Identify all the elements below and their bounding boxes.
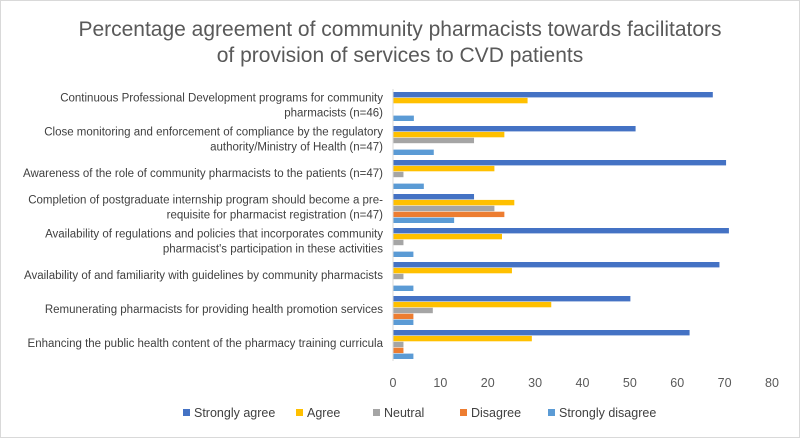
x-tick-label-30: 30: [528, 376, 542, 390]
bar-agree-7: [393, 335, 532, 342]
bar-agree-1: [393, 131, 505, 138]
bar-strongly-disagree-3: [393, 217, 455, 223]
chart-title-line-2: of provision of services to CVD patients: [216, 44, 584, 67]
bar-neutral-5: [393, 273, 404, 280]
category-label-5-line-0: Availability of and familiarity with gui…: [24, 270, 383, 282]
x-tick-label-70: 70: [718, 376, 732, 390]
legend-label-strongly-agree: Strongly agree: [194, 406, 275, 420]
legend-swatch-strongly-disagree: [548, 409, 555, 416]
bar-agree-3: [393, 199, 515, 206]
bar-agree-2: [393, 165, 495, 172]
x-tick-label-20: 20: [481, 376, 495, 390]
legend-swatch-neutral: [373, 409, 380, 416]
category-label-1-line-1: authority/Ministry of Health (n=47): [210, 142, 383, 154]
bar-disagree-6: [393, 313, 414, 320]
bar-strongly-disagree-1: [393, 149, 434, 155]
bar-neutral-2: [393, 171, 404, 178]
legend-swatch-strongly-agree: [183, 409, 190, 416]
category-label-0-line-0: Continuous Professional Development prog…: [60, 93, 383, 105]
bar-neutral-3: [393, 205, 495, 212]
bar-neutral-6: [393, 307, 433, 314]
bar-disagree-3: [393, 211, 505, 218]
x-tick-label-80: 80: [765, 376, 779, 390]
bar-agree-4: [393, 233, 502, 240]
category-label-3-line-1: requisite for pharmacist registration (n…: [167, 210, 384, 222]
bar-strongly-agree-7: [393, 330, 690, 336]
bar-group: [393, 92, 729, 359]
bar-strongly-agree-0: [393, 92, 713, 98]
legend-label-agree: Agree: [307, 406, 340, 420]
category-label-2-line-0: Awareness of the role of community pharm…: [23, 168, 383, 180]
x-tick-label-50: 50: [623, 376, 637, 390]
chart-title-line-1: Percentage agreement of community pharma…: [78, 18, 722, 41]
category-label-7-line-0: Enhancing the public health content of t…: [28, 338, 384, 350]
bar-strongly-agree-6: [393, 296, 631, 302]
bar-neutral-1: [393, 137, 475, 144]
x-tick-label-60: 60: [670, 376, 684, 390]
bar-strongly-agree-2: [393, 160, 727, 166]
bar-strongly-agree-3: [393, 194, 475, 200]
legend-label-disagree: Disagree: [471, 406, 521, 420]
category-label-0-line-1: pharmacists (n=46): [284, 108, 383, 120]
x-tick-label-40: 40: [576, 376, 590, 390]
bar-strongly-disagree-0: [393, 115, 414, 121]
category-label-6-line-0: Remunerating pharmacists for providing h…: [45, 304, 383, 316]
bar-agree-5: [393, 267, 512, 274]
category-label-4-line-1: pharmacist's participation in these acti…: [163, 244, 383, 256]
legend: Strongly agree Agree Neutral Disagree Strong…: [183, 406, 656, 420]
legend-label-neutral: Neutral: [384, 406, 424, 420]
bar-strongly-agree-5: [393, 262, 720, 268]
bar-strongly-disagree-7: [393, 353, 414, 359]
legend-swatch-disagree: [460, 409, 467, 416]
bar-strongly-agree-1: [393, 126, 636, 132]
bar-strongly-disagree-2: [393, 183, 424, 189]
bar-strongly-disagree-4: [393, 251, 414, 257]
bar-disagree-7: [393, 347, 404, 354]
bar-agree-0: [393, 97, 528, 104]
legend-label-strongly-disagree: Strongly disagree: [559, 406, 656, 420]
category-label-4-line-0: Availability of regulations and policies…: [45, 229, 383, 241]
bar-neutral-4: [393, 239, 404, 246]
bar-agree-6: [393, 301, 552, 308]
x-tick-label-10: 10: [433, 376, 447, 390]
bar-strongly-disagree-6: [393, 319, 414, 325]
category-labels: Continuous Professional Development prog…: [23, 93, 384, 351]
category-label-1-line-0: Close monitoring and enforcement of comp…: [44, 127, 383, 139]
bar-neutral-7: [393, 341, 404, 348]
bar-strongly-agree-4: [393, 228, 729, 234]
bar-strongly-disagree-5: [393, 285, 414, 291]
category-label-3-line-0: Completion of postgraduate internship pr…: [28, 195, 383, 207]
legend-swatch-agree: [296, 409, 303, 416]
value-axis-ticks: 0 10 20 30 40 50 60 70 80: [390, 376, 779, 390]
x-tick-label-0: 0: [390, 376, 397, 390]
